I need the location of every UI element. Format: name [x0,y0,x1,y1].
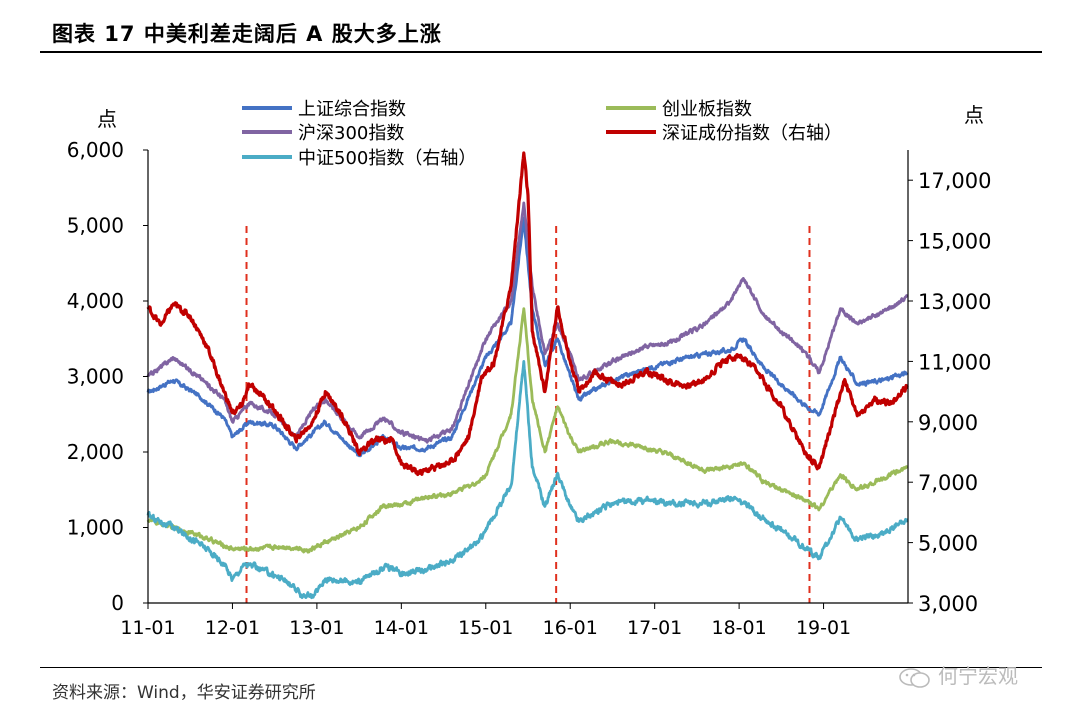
legend-label-chinext: 创业板指数 [662,99,752,120]
x-tick-label: 14-01 [374,617,429,639]
chart-title: 图表 17 中美利差走阔后 A 股大多上涨 [52,22,442,46]
x-tick-label: 12-01 [205,617,260,639]
legend-label-shanghai: 上证综合指数 [298,99,406,120]
watermark: 何宁宏观 [898,660,1018,689]
left-tick-label: 0 [111,591,124,615]
x-tick-label: 16-01 [543,617,598,639]
legend-label-csi500: 中证500指数（右轴） [298,148,476,169]
series-line-chinext [146,307,909,554]
series-line-shenzhen [146,151,909,477]
left-tick-label: 5,000 [67,214,124,238]
right-tick-label: 11,000 [918,350,991,374]
line-chart: 0 1,000 2,000 3,000 4,000 5,000 6,000 3,000 5,00… [67,99,992,639]
title-underline [40,51,1042,53]
right-axis-label: 点 [964,103,984,127]
source-note: 资料来源：Wind，华安证券研究所 [52,683,316,703]
x-tick-label: 15-01 [458,617,513,639]
right-tick-label: 3,000 [918,592,978,616]
left-tick-label: 6,000 [67,138,124,162]
footer-rule [40,667,1042,668]
series-line-shanghai [146,216,909,458]
legend-label-shenzhen: 深证成份指数（右轴） [662,123,842,144]
right-tick-label: 17,000 [918,169,991,193]
x-tick-label: 13-01 [289,617,344,639]
x-tick-label: 18-01 [712,617,767,639]
legend-label-hs300: 沪深300指数 [298,123,404,144]
left-tick-label: 2,000 [67,440,124,464]
series-line-csi500 [146,360,909,600]
left-axis-label: 点 [97,107,117,131]
right-tick-label: 9,000 [918,411,978,435]
watermark-text: 何宁宏观 [938,664,1018,688]
left-tick-label: 1,000 [67,516,124,540]
wechat-icon [899,667,930,688]
right-tick-label: 7,000 [918,471,978,495]
x-tick-label: 17-01 [627,617,682,639]
right-tick-label: 13,000 [918,290,991,314]
x-tick-label: 19-01 [796,617,851,639]
left-tick-label: 4,000 [67,289,124,313]
left-tick-label: 3,000 [67,365,124,389]
series-line-hs300 [146,201,909,444]
right-tick-label: 5,000 [918,532,978,556]
right-tick-label: 15,000 [918,230,991,254]
x-tick-label: 11-01 [120,617,175,639]
